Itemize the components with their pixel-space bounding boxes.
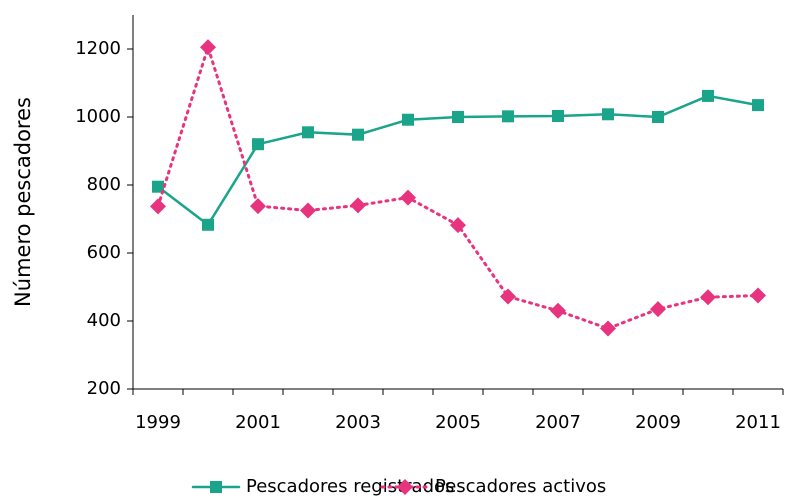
marker [302,126,314,139]
legend-marker [210,481,222,493]
marker [400,189,416,206]
series-line [156,42,760,331]
y-tick-label: 800 [87,174,121,195]
marker [550,302,566,319]
y-tick-label: 400 [87,310,121,331]
y-tick-label: 1000 [75,106,121,127]
marker [252,138,264,151]
y-axis-label: Número pescadores [11,97,35,307]
marker [500,288,516,305]
marker [202,218,214,231]
marker [502,110,514,123]
marker [750,287,766,304]
marker [450,217,466,234]
marker [152,180,164,193]
marker [602,108,614,121]
x-tick-label: 2011 [735,412,781,433]
marker [652,111,664,123]
marker [402,113,414,126]
marker [350,197,366,214]
marker [702,89,714,102]
y-tick-label: 600 [87,242,121,263]
marker [200,39,216,56]
marker [752,99,764,112]
x-tick-label: 2001 [235,412,281,433]
marker [700,289,716,306]
marker [452,111,464,123]
legend-marker [397,479,413,495]
x-tick-label: 2007 [535,412,581,433]
x-tick-label: 2003 [335,412,381,433]
marker [600,320,616,337]
marker [150,198,166,215]
legend-label: Pescadores activos [435,476,606,497]
marker [650,301,666,318]
x-tick-label: 2009 [635,412,681,433]
x-tick-label: 2005 [435,412,481,433]
marker [300,202,316,219]
marker [552,109,564,122]
marker [352,128,364,141]
y-tick-label: 1200 [75,38,121,59]
marker [250,198,266,215]
y-tick-label: 200 [87,378,121,399]
x-tick-label: 1999 [135,412,181,433]
